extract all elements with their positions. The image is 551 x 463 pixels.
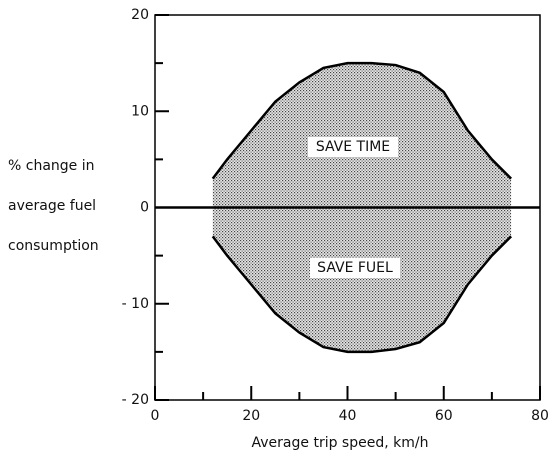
annotation-bg <box>308 137 398 157</box>
annotation-bg <box>310 258 400 278</box>
annotation: SAVE TIME <box>316 139 390 155</box>
x-tick-label: 0 <box>151 408 160 424</box>
x-tick-label: 60 <box>435 408 453 424</box>
y-axis-label: % change in <box>8 158 95 174</box>
y-tick-label: - 20 <box>122 392 149 408</box>
y-tick-label: - 10 <box>122 296 149 312</box>
y-tick-label: 0 <box>140 200 149 216</box>
x-tick-label: 80 <box>531 408 549 424</box>
x-tick-label: 20 <box>242 408 260 424</box>
x-tick-label: 40 <box>339 408 357 424</box>
boundary-line <box>211 61 513 180</box>
boundary-line <box>211 235 513 354</box>
y-tick-label: 10 <box>131 103 149 119</box>
x-axis-label: Average trip speed, km/h <box>252 435 429 451</box>
y-axis-label: consumption <box>8 238 99 254</box>
y-tick-label: 20 <box>131 7 149 23</box>
annotation: SAVE FUEL <box>317 260 393 276</box>
y-axis-label: average fuel <box>8 198 96 214</box>
